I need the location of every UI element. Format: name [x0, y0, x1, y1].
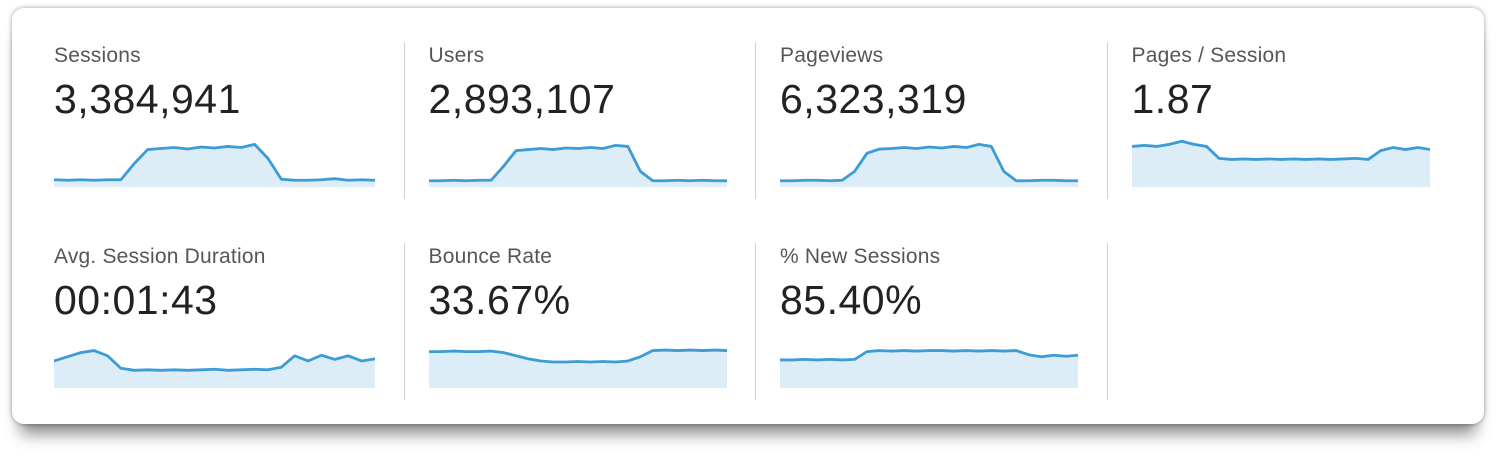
metric-value: 2,893,107: [428, 76, 616, 122]
metrics-grid: Sessions 3,384,941 Users 2,893,107 Pagev…: [52, 42, 1458, 400]
metric-card-sessions: Sessions 3,384,941: [52, 42, 404, 199]
metric-value: 00:01:43: [54, 277, 218, 323]
metric-label: Bounce Rate: [428, 245, 553, 268]
metric-label: Avg. Session Duration: [54, 245, 266, 268]
metric-value: 1.87: [1131, 76, 1214, 122]
pages-per-session-sparkline: [1131, 135, 1430, 187]
bounce-rate-sparkline: [428, 336, 727, 388]
metric-label: Sessions: [54, 44, 141, 67]
metric-card-users: Users 2,893,107: [403, 42, 756, 199]
metric-card-pages-per-session: Pages / Session 1.87: [1106, 42, 1459, 199]
metric-label: Pages / Session: [1131, 44, 1287, 67]
metric-label: Pageviews: [780, 44, 884, 67]
metric-value: 6,323,319: [780, 76, 967, 122]
metric-value: 3,384,941: [54, 76, 241, 122]
metric-label: % New Sessions: [780, 245, 941, 268]
metric-value: 85.40%: [780, 277, 923, 323]
metric-value: 33.67%: [428, 277, 571, 323]
metric-card-avg-session-duration: Avg. Session Duration 00:01:43: [52, 243, 404, 400]
metric-card-pageviews: Pageviews 6,323,319: [755, 42, 1107, 199]
users-sparkline: [428, 135, 727, 187]
empty-grid-cell: [1106, 243, 1459, 400]
metric-card-bounce-rate: Bounce Rate 33.67%: [403, 243, 756, 400]
pageviews-sparkline: [780, 135, 1079, 187]
sessions-sparkline: [54, 135, 375, 187]
metrics-panel: Sessions 3,384,941 Users 2,893,107 Pagev…: [12, 8, 1484, 424]
avg-session-duration-sparkline: [54, 336, 375, 388]
metric-label: Users: [428, 44, 485, 67]
new-sessions-sparkline: [780, 336, 1079, 388]
metric-card-new-sessions: % New Sessions 85.40%: [755, 243, 1107, 400]
